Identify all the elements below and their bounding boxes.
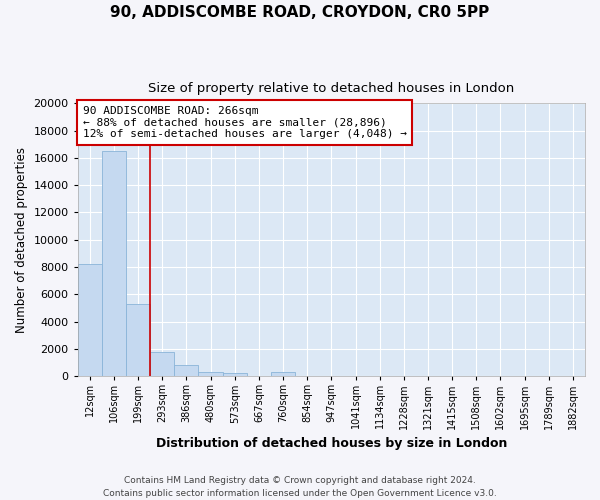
Bar — [126, 304, 150, 376]
Bar — [150, 352, 175, 376]
Bar — [199, 372, 223, 376]
Bar — [271, 372, 295, 376]
X-axis label: Distribution of detached houses by size in London: Distribution of detached houses by size … — [155, 437, 507, 450]
Text: 90, ADDISCOMBE ROAD, CROYDON, CR0 5PP: 90, ADDISCOMBE ROAD, CROYDON, CR0 5PP — [110, 5, 490, 20]
Bar — [175, 366, 199, 376]
Title: Size of property relative to detached houses in London: Size of property relative to detached ho… — [148, 82, 514, 95]
Bar — [102, 151, 126, 376]
Y-axis label: Number of detached properties: Number of detached properties — [15, 146, 28, 332]
Bar — [78, 264, 102, 376]
Text: Contains HM Land Registry data © Crown copyright and database right 2024.
Contai: Contains HM Land Registry data © Crown c… — [103, 476, 497, 498]
Bar — [223, 374, 247, 376]
Text: 90 ADDISCOMBE ROAD: 266sqm
← 88% of detached houses are smaller (28,896)
12% of : 90 ADDISCOMBE ROAD: 266sqm ← 88% of deta… — [83, 106, 407, 139]
